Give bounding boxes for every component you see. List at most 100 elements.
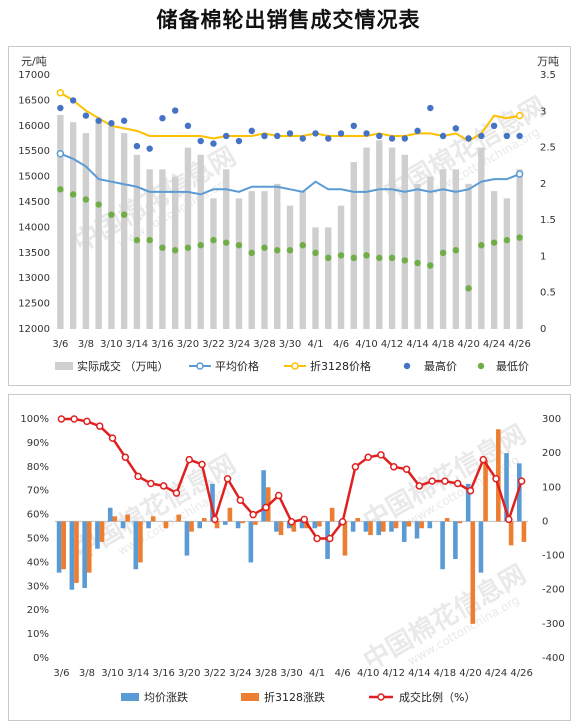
low-price-point bbox=[235, 241, 243, 249]
legend: 实际成交 （万吨） 平均价格 折3128价格 最高价 最低价 bbox=[55, 359, 529, 373]
left-tick-label: 20% bbox=[27, 605, 49, 616]
x-tick-label: 3/8 bbox=[78, 339, 94, 350]
deal-ratio-marker bbox=[338, 518, 347, 526]
right-tick-label: -400 bbox=[542, 653, 565, 664]
right-tick-label: -200 bbox=[542, 585, 565, 596]
legend-label-ratio: 成交比例（%） bbox=[399, 690, 475, 704]
volume-bar bbox=[248, 191, 255, 329]
volume-bar bbox=[184, 147, 192, 329]
change-3128-bar bbox=[278, 521, 284, 536]
avg-change-bar bbox=[504, 453, 509, 522]
deal-ratio-marker bbox=[364, 453, 372, 461]
change-3128-bar bbox=[393, 521, 399, 529]
low-price-point bbox=[184, 244, 192, 251]
deal-ratio-marker bbox=[223, 475, 232, 483]
change-3128-bar bbox=[240, 521, 245, 524]
avg-change-bar bbox=[107, 507, 113, 522]
volume-bar bbox=[427, 176, 434, 329]
volume-bar bbox=[82, 133, 90, 329]
low-price-point bbox=[465, 285, 472, 292]
volume-bar bbox=[120, 133, 128, 329]
x-tick-label: 4/18 bbox=[434, 668, 456, 679]
deal-ratio-marker bbox=[300, 515, 309, 524]
left-tick-label: 15000 bbox=[18, 172, 50, 183]
low-price-point bbox=[171, 247, 179, 254]
x-tick-label: 3/28 bbox=[253, 339, 275, 350]
high-price-point bbox=[82, 112, 90, 119]
change-3128-bar bbox=[444, 518, 450, 522]
avg-change-bar bbox=[363, 521, 369, 532]
deal-ratio-marker bbox=[402, 465, 411, 473]
change-3128-bar bbox=[355, 518, 361, 522]
deal-ratio-marker bbox=[479, 455, 488, 464]
avg-change-bar bbox=[120, 521, 126, 529]
avg-change-bar bbox=[261, 470, 266, 522]
x-tick-label: 4/10 bbox=[355, 339, 377, 350]
x-tick-label: 4/12 bbox=[381, 339, 403, 350]
low-price-point bbox=[57, 186, 64, 193]
avg-change-bar bbox=[427, 521, 433, 529]
x-tick-label: 4/10 bbox=[357, 668, 379, 679]
left-tick-label: 50% bbox=[27, 534, 49, 545]
avg-change-bar bbox=[197, 521, 203, 529]
high-price-point bbox=[414, 127, 421, 135]
x-tick-label: 3/10 bbox=[100, 339, 122, 350]
avg-change-bar bbox=[401, 521, 407, 542]
high-price-point bbox=[388, 135, 396, 142]
right-axis-unit: 万吨 bbox=[537, 55, 559, 68]
low-price-point bbox=[82, 196, 90, 203]
low-price-point bbox=[197, 241, 204, 249]
left-tick-label: 16500 bbox=[18, 95, 50, 106]
high-price-point bbox=[363, 130, 370, 137]
low-price-point bbox=[95, 201, 102, 208]
x-tick-label: 3/16 bbox=[151, 339, 173, 350]
avg-change-bar bbox=[274, 521, 279, 532]
change-3128-bar bbox=[419, 521, 424, 529]
change-3128-bar bbox=[380, 521, 386, 532]
deal-ratio-marker bbox=[326, 534, 334, 543]
deal-ratio-marker bbox=[185, 455, 193, 464]
deal-ratio-marker bbox=[134, 472, 142, 481]
x-tick-label: 4/12 bbox=[383, 668, 405, 679]
low-price-point bbox=[286, 247, 294, 254]
low-price-point bbox=[363, 252, 370, 259]
avg-change-bar bbox=[453, 521, 458, 559]
low-price-point bbox=[439, 249, 447, 256]
legend: 均价涨跌 折3128涨跌 成交比例（%） bbox=[121, 690, 475, 704]
legend-swatch-volume bbox=[55, 362, 73, 370]
right-tick-label: 0.5 bbox=[540, 288, 556, 299]
avg-change-bar bbox=[235, 521, 241, 529]
low-price-point bbox=[261, 244, 268, 251]
high-price-point bbox=[69, 97, 77, 104]
deal-ratio-marker bbox=[492, 475, 500, 483]
avg-change-bar bbox=[517, 463, 522, 522]
x-tick-label: 4/14 bbox=[406, 339, 428, 350]
low-price-point bbox=[159, 244, 166, 251]
x-tick-label: 4/26 bbox=[510, 668, 532, 679]
deal-ratio-marker bbox=[159, 482, 168, 490]
change-3128-bar bbox=[176, 514, 182, 522]
left-tick-label: 70% bbox=[27, 486, 49, 497]
change-3128-bar bbox=[214, 521, 220, 529]
low-price-point bbox=[376, 254, 383, 262]
avg-change-bar bbox=[56, 521, 62, 573]
high-price-point bbox=[299, 135, 306, 142]
high-price-point bbox=[159, 114, 166, 122]
avg-change-bar bbox=[222, 521, 228, 525]
x-tick-label: 4/1 bbox=[307, 339, 323, 350]
deal-ratio-marker bbox=[466, 486, 475, 495]
watermark-text: 中国棉花信息网 bbox=[358, 559, 531, 677]
high-price-point bbox=[57, 104, 64, 112]
left-tick-label: 17000 bbox=[18, 70, 50, 81]
high-price-point bbox=[427, 104, 434, 112]
deal-ratio-marker bbox=[121, 453, 130, 461]
change-3128-bar bbox=[150, 516, 156, 522]
left-tick-label: 0% bbox=[33, 653, 49, 664]
x-tick-label: 4/1 bbox=[309, 668, 325, 679]
left-tick-label: 14000 bbox=[18, 222, 50, 233]
legend-marker-avg bbox=[196, 362, 204, 370]
legend-marker-ratio bbox=[377, 693, 385, 701]
legend-label-avg-change: 均价涨跌 bbox=[144, 690, 188, 704]
high-price-point bbox=[274, 132, 281, 140]
